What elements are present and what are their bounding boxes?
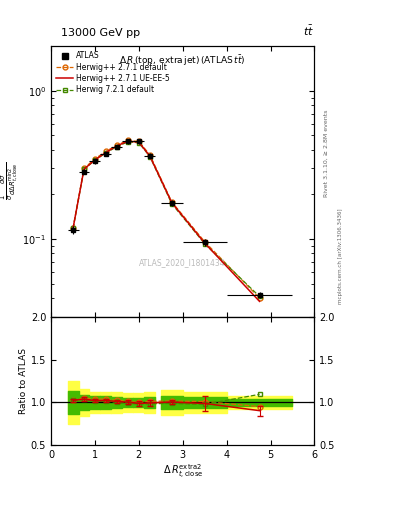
Text: mcplots.cern.ch [arXiv:1306.3436]: mcplots.cern.ch [arXiv:1306.3436] [338,208,343,304]
Text: $\Delta\,R\,(\mathrm{top,\,extra\,jet})\,(\mathrm{ATLAS}\,t\bar{t})$: $\Delta\,R\,(\mathrm{top,\,extra\,jet})\… [119,53,246,68]
Y-axis label: Ratio to ATLAS: Ratio to ATLAS [19,348,28,414]
Text: ATLAS_2020_I1801434: ATLAS_2020_I1801434 [140,258,226,267]
Text: $t\bar{t}$: $t\bar{t}$ [303,24,314,38]
Legend: ATLAS, Herwig++ 2.7.1 default, Herwig++ 2.7.1 UE-EE-5, Herwig 7.2.1 default: ATLAS, Herwig++ 2.7.1 default, Herwig++ … [53,48,173,97]
Text: Rivet 3.1.10, ≥ 2.8M events: Rivet 3.1.10, ≥ 2.8M events [324,110,329,197]
X-axis label: $\Delta\,R^{\mathrm{extra2}}_{t,\mathrm{close}}$: $\Delta\,R^{\mathrm{extra2}}_{t,\mathrm{… [163,463,203,481]
Y-axis label: $\frac{1}{\sigma}\frac{d\sigma}{d\Delta R_{t,\mathrm{close}}^{\mathrm{min2}}}$: $\frac{1}{\sigma}\frac{d\sigma}{d\Delta … [0,162,20,200]
Text: 13000 GeV pp: 13000 GeV pp [61,28,140,38]
